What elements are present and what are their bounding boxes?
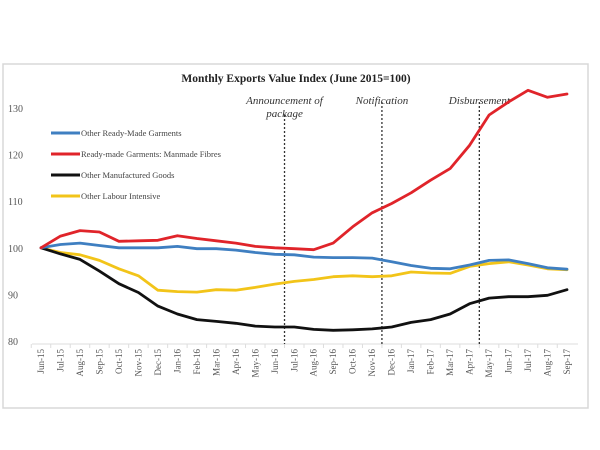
x-tick-label: Feb-17 xyxy=(426,349,436,375)
x-tick-label: Jul-17 xyxy=(523,349,533,372)
x-tick-label: Nov-15 xyxy=(133,349,143,377)
legend-label: Ready-made Garments: Manmade Fibres xyxy=(81,149,221,159)
x-tick-label: Aug-15 xyxy=(75,349,85,377)
annotation-label: Notification xyxy=(355,95,409,107)
legend-label: Other Manufactured Goods xyxy=(81,170,174,180)
x-tick-label: Sep-15 xyxy=(94,349,104,375)
legend-label: Other Ready-Made Garments xyxy=(81,128,182,138)
x-tick-label: Mar-16 xyxy=(211,349,221,376)
x-tick-label: Jul-15 xyxy=(55,349,65,372)
annotation-label: Announcement of xyxy=(245,95,325,107)
x-tick-label: Sep-17 xyxy=(562,349,572,375)
y-tick-label: 80 xyxy=(8,337,18,348)
y-tick-label: 110 xyxy=(8,197,23,208)
y-tick-label: 100 xyxy=(8,244,23,255)
series-line-1 xyxy=(39,88,569,252)
x-tick-label: Aug-16 xyxy=(309,349,319,377)
x-tick-label: Jun-17 xyxy=(504,349,514,374)
x-tick-label: Mar-17 xyxy=(445,349,455,376)
x-tick-label: Feb-16 xyxy=(192,349,202,375)
x-axis-ticks: Jun-15 Jul-15 Aug-15 Sep-15 Oct-15 Nov-15 Dec-… xyxy=(30,344,572,378)
legend: Other Ready-Made Garments Ready-made Garm… xyxy=(51,128,221,201)
x-tick-label: Oct-16 xyxy=(348,349,358,374)
chart-title: Monthly Exports Value Index (June 2015=1… xyxy=(181,73,410,85)
x-tick-label: Oct-15 xyxy=(114,349,124,374)
series-line-0 xyxy=(39,241,569,271)
x-tick-label: Apr-17 xyxy=(465,349,475,375)
series-line-3 xyxy=(39,246,569,294)
y-axis-ticks: 80 90 100 110 120 130 xyxy=(8,104,23,348)
x-tick-label: Apr-16 xyxy=(231,349,241,375)
x-tick-label: Sep-16 xyxy=(328,349,338,375)
x-tick-label: May-16 xyxy=(250,349,260,378)
x-tick-label: Jan-17 xyxy=(406,349,416,373)
x-tick-label: Jun-16 xyxy=(270,349,280,374)
x-tick-label: Nov-16 xyxy=(367,349,377,377)
x-tick-label: Jul-16 xyxy=(289,349,299,372)
series-lines xyxy=(39,88,569,332)
x-tick-label: Dec-15 xyxy=(153,349,163,376)
annotation-label: package xyxy=(265,108,303,120)
x-tick-label: May-17 xyxy=(484,349,494,378)
x-tick-label: Jan-16 xyxy=(172,349,182,373)
x-tick-label: Dec-16 xyxy=(387,349,397,376)
chart-frame xyxy=(2,63,589,409)
y-tick-label: 120 xyxy=(8,151,23,162)
annotation-label: Disbursement xyxy=(448,95,511,107)
legend-label: Other Labour Intensive xyxy=(81,191,161,201)
series-line-2 xyxy=(39,246,569,332)
y-tick-label: 90 xyxy=(8,290,18,301)
y-tick-label: 130 xyxy=(8,104,23,115)
x-tick-label: Jun-15 xyxy=(36,349,46,374)
x-tick-label: Aug-17 xyxy=(543,349,553,377)
